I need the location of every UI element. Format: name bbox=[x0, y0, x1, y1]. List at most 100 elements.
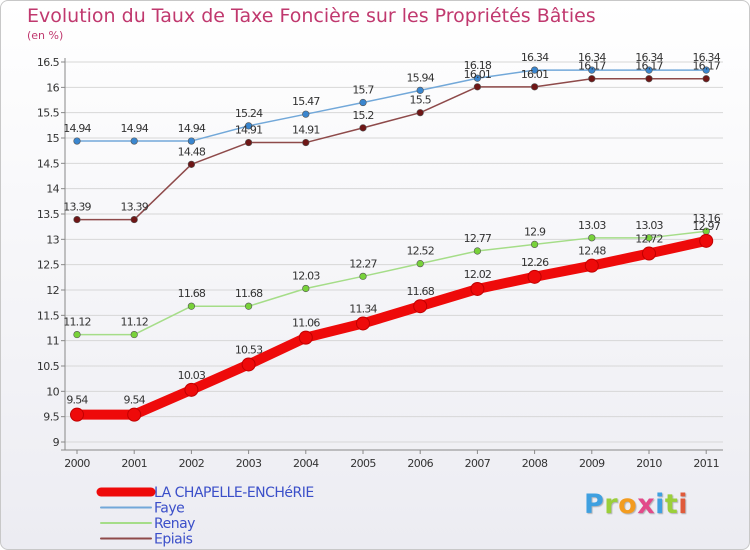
data-label: 13.16 bbox=[692, 212, 720, 225]
data-point bbox=[245, 138, 253, 147]
chart-title: Evolution du Taux de Taxe Foncière sur l… bbox=[27, 5, 596, 27]
x-tick-label: 2010 bbox=[636, 457, 662, 470]
data-point bbox=[359, 272, 367, 280]
data-point bbox=[588, 234, 596, 242]
data-label: 12.02 bbox=[464, 268, 492, 281]
data-label: 9.54 bbox=[124, 394, 146, 407]
logo-letter: r bbox=[604, 489, 619, 520]
data-point bbox=[187, 160, 195, 168]
data-label: 15.94 bbox=[406, 71, 434, 84]
data-point bbox=[298, 330, 313, 345]
data-point bbox=[241, 357, 256, 372]
data-label: 15.2 bbox=[352, 109, 373, 122]
data-label: 13.03 bbox=[578, 219, 606, 232]
y-tick-label: 11.5 bbox=[37, 309, 60, 322]
data-label: 14.94 bbox=[120, 122, 148, 135]
data-label: 16.34 bbox=[635, 51, 663, 64]
data-label: 15.7 bbox=[352, 84, 374, 97]
series-line-2 bbox=[76, 230, 707, 336]
data-point bbox=[645, 66, 653, 74]
data-label: 16.01 bbox=[464, 68, 492, 81]
data-point bbox=[130, 330, 138, 339]
data-label: 12.97 bbox=[692, 220, 720, 233]
data-point bbox=[73, 215, 81, 224]
y-tick-label: 15.5 bbox=[37, 107, 60, 120]
data-point bbox=[359, 98, 367, 107]
data-point bbox=[359, 124, 367, 132]
data-point bbox=[127, 407, 142, 422]
data-label: 12.03 bbox=[292, 269, 320, 282]
data-point bbox=[302, 138, 310, 147]
data-label: 11.68 bbox=[406, 285, 434, 298]
data-point bbox=[245, 122, 253, 130]
data-label: 16.17 bbox=[635, 60, 663, 73]
data-label: 13.39 bbox=[120, 201, 148, 214]
logo-letter: t bbox=[664, 489, 679, 520]
x-tick-label: 2003 bbox=[236, 457, 262, 470]
data-point bbox=[416, 260, 424, 268]
data-point bbox=[530, 240, 539, 248]
data-label: 16.34 bbox=[578, 51, 606, 64]
data-point bbox=[73, 137, 81, 145]
x-tick-label: 2000 bbox=[64, 457, 90, 470]
logo-letter: x bbox=[637, 489, 656, 520]
y-tick-label: 11 bbox=[46, 335, 59, 348]
y-tick-label: 9 bbox=[53, 436, 60, 449]
data-point bbox=[702, 75, 710, 83]
data-label: 11.12 bbox=[63, 316, 91, 329]
x-tick-label: 2004 bbox=[293, 457, 319, 470]
data-point bbox=[588, 75, 596, 83]
data-labels: 14.94 14.94 14.9415.2415.4715.715.9416.181… bbox=[63, 51, 721, 407]
data-label: 12.72 bbox=[635, 233, 663, 246]
x-tick-label: 2005 bbox=[350, 457, 376, 470]
data-point bbox=[473, 83, 482, 91]
data-label: 12.77 bbox=[464, 232, 492, 245]
y-tick-label: 13.5 bbox=[37, 208, 60, 221]
data-point bbox=[527, 269, 542, 284]
series-line-0 bbox=[72, 235, 712, 420]
legend-label: Epiais bbox=[154, 532, 193, 548]
data-label: 13.39 bbox=[63, 201, 91, 214]
data-point bbox=[184, 382, 199, 397]
data-label: 11.06 bbox=[292, 317, 320, 330]
data-label: 13.03 bbox=[635, 219, 663, 232]
data-label: 16.17 bbox=[578, 60, 606, 73]
data-label: 14.94 bbox=[178, 122, 206, 135]
data-point bbox=[645, 75, 653, 83]
x-tick-label: 2002 bbox=[179, 457, 205, 470]
data-label: 16.17 bbox=[692, 60, 720, 73]
data-label: 15.5 bbox=[410, 94, 432, 107]
series-lines bbox=[70, 66, 714, 422]
x-tick-label: 2006 bbox=[407, 457, 433, 470]
data-point bbox=[245, 302, 253, 310]
series-line-3 bbox=[76, 77, 707, 221]
data-point bbox=[642, 246, 656, 261]
series-line-1 bbox=[76, 69, 707, 142]
x-tick-label: 2009 bbox=[579, 457, 605, 470]
legend-label: Faye bbox=[154, 501, 184, 517]
data-label: 11.68 bbox=[178, 287, 206, 300]
data-point bbox=[302, 284, 310, 293]
data-label: 12.26 bbox=[521, 256, 549, 269]
data-label: 15.24 bbox=[235, 107, 263, 120]
data-label: 15.47 bbox=[292, 95, 320, 108]
y-tick-label: 10.5 bbox=[37, 360, 60, 373]
data-point bbox=[699, 233, 714, 248]
y-tick-label: 14.5 bbox=[37, 157, 60, 170]
data-label: 14.94 bbox=[63, 122, 91, 135]
data-point bbox=[413, 299, 428, 314]
y-tick-label: 12.5 bbox=[37, 259, 60, 272]
x-tick-label: 2007 bbox=[465, 457, 491, 470]
data-label: 12.27 bbox=[349, 257, 377, 270]
y-tick-label: 10 bbox=[46, 385, 59, 398]
data-point bbox=[584, 258, 599, 273]
data-point bbox=[530, 66, 539, 74]
data-label: 12.48 bbox=[578, 245, 606, 258]
data-point bbox=[473, 74, 482, 82]
proxiti-logo: Proxiti bbox=[584, 489, 688, 520]
data-point bbox=[416, 109, 424, 117]
x-tick-label: 2008 bbox=[522, 457, 548, 470]
data-label: 12.52 bbox=[406, 245, 434, 258]
data-label: 11.68 bbox=[235, 287, 263, 300]
